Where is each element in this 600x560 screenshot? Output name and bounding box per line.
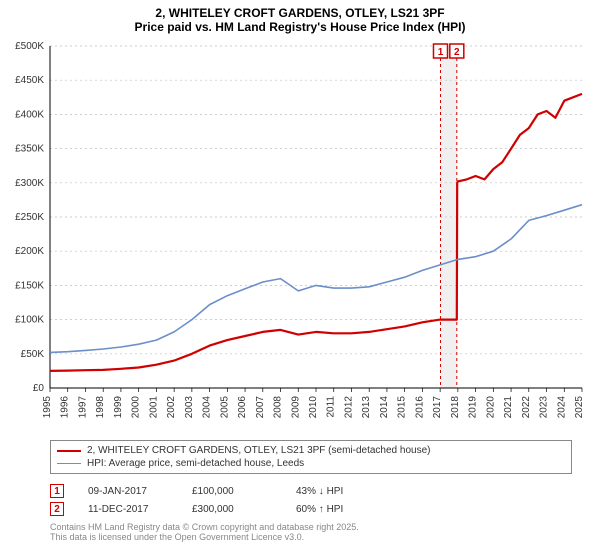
x-tick-label: 2010 — [308, 396, 319, 419]
legend-item: 2, WHITELEY CROFT GARDENS, OTLEY, LS21 3… — [57, 444, 565, 457]
x-tick-label: 2015 — [397, 396, 408, 419]
y-tick-label: £0 — [33, 383, 45, 394]
x-tick-label: 2006 — [237, 396, 248, 419]
x-tick-label: 2017 — [432, 396, 443, 419]
x-tick-label: 2008 — [273, 396, 284, 419]
x-tick-label: 2011 — [326, 396, 337, 418]
y-tick-label: £150K — [15, 280, 44, 291]
series-line — [50, 94, 582, 371]
x-tick-label: 2003 — [184, 396, 195, 419]
x-tick-label: 2021 — [503, 396, 514, 419]
series-line — [50, 205, 582, 353]
chart-area: £0 £50K £100K £150K £200K £250K £300K £350K £400… — [0, 36, 600, 436]
x-tick-label: 1995 — [42, 396, 53, 419]
y-tick-label: £400K — [15, 109, 44, 120]
x-tick-label: 1997 — [77, 396, 88, 419]
marker-row: 2 11-DEC-2017 £300,000 60% ↑ HPI — [50, 500, 572, 518]
x-tick-label: 1998 — [95, 396, 106, 419]
title-line1: 2, WHITELEY CROFT GARDENS, OTLEY, LS21 3… — [0, 6, 600, 20]
x-tick-label: 2022 — [521, 396, 532, 419]
attribution-line1: Contains HM Land Registry data © Crown c… — [50, 522, 572, 532]
marker-id-badge: 2 — [50, 502, 64, 516]
marker-date: 09-JAN-2017 — [88, 486, 168, 497]
title-line2: Price paid vs. HM Land Registry's House … — [0, 20, 600, 34]
attribution: Contains HM Land Registry data © Crown c… — [50, 522, 572, 542]
y-tick-label: £250K — [15, 212, 44, 223]
x-tick-label: 2023 — [539, 396, 550, 419]
x-tick-label: 2013 — [361, 396, 372, 419]
marker-id-badge: 1 — [50, 484, 64, 498]
y-tick-label: £300K — [15, 178, 44, 189]
y-tick-label: £200K — [15, 246, 44, 257]
legend-swatch — [57, 450, 81, 452]
x-tick-label: 2001 — [148, 396, 159, 419]
legend-item: HPI: Average price, semi-detached house,… — [57, 457, 565, 470]
x-tick-label: 2014 — [379, 396, 390, 419]
ownership-band — [440, 46, 456, 388]
x-tick-label: 2002 — [166, 396, 177, 419]
x-tick-label: 2025 — [574, 396, 585, 419]
y-tick-label: £500K — [15, 41, 44, 52]
x-tick-label: 1999 — [113, 396, 124, 419]
chart-title: 2, WHITELEY CROFT GARDENS, OTLEY, LS21 3… — [0, 0, 600, 36]
x-tick-label: 2007 — [255, 396, 266, 419]
marker-table: 1 09-JAN-2017 £100,000 43% ↓ HPI 2 11-DEC-201… — [50, 482, 572, 518]
marker-badge-label: 2 — [454, 47, 460, 58]
marker-badge-label: 1 — [438, 47, 444, 58]
line-chart: £0 £50K £100K £150K £200K £250K £300K £350K £400… — [0, 36, 600, 436]
y-tick-label: £350K — [15, 144, 44, 155]
y-tick-label: £450K — [15, 75, 44, 86]
x-tick-label: 2005 — [219, 396, 230, 419]
legend-swatch — [57, 463, 81, 464]
x-tick-label: 2009 — [290, 396, 301, 419]
legend-label: 2, WHITELEY CROFT GARDENS, OTLEY, LS21 3… — [87, 445, 430, 456]
attribution-line2: This data is licensed under the Open Gov… — [50, 532, 572, 542]
x-tick-label: 2004 — [202, 396, 213, 419]
x-tick-label: 2016 — [414, 396, 425, 419]
y-tick-label: £100K — [15, 315, 44, 326]
marker-date: 11-DEC-2017 — [88, 504, 168, 515]
legend: 2, WHITELEY CROFT GARDENS, OTLEY, LS21 3… — [50, 440, 572, 474]
x-tick-label: 2012 — [343, 396, 354, 419]
x-tick-label: 2019 — [468, 396, 479, 419]
x-tick-label: 1996 — [60, 396, 71, 419]
marker-price: £100,000 — [192, 486, 272, 497]
x-tick-label: 2018 — [450, 396, 461, 419]
marker-price: £300,000 — [192, 504, 272, 515]
marker-row: 1 09-JAN-2017 £100,000 43% ↓ HPI — [50, 482, 572, 500]
x-tick-label: 2000 — [131, 396, 142, 419]
x-tick-label: 2020 — [485, 396, 496, 419]
x-tick-label: 2024 — [556, 396, 567, 419]
marker-delta: 60% ↑ HPI — [296, 504, 376, 515]
marker-delta: 43% ↓ HPI — [296, 486, 376, 497]
y-tick-label: £50K — [21, 349, 45, 360]
legend-label: HPI: Average price, semi-detached house,… — [87, 458, 304, 469]
